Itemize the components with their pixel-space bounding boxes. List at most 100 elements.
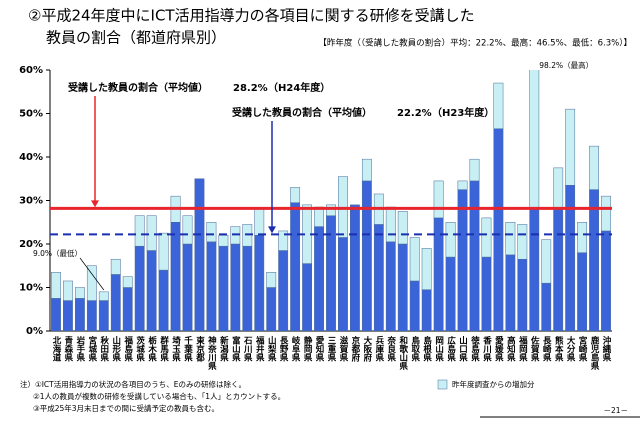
reference-label: 28.2%: [233, 83, 268, 94]
bar-segment: [302, 263, 312, 331]
bar-segment: [469, 180, 480, 331]
x-tick-label: 京都府: [350, 335, 361, 362]
bar-segment: [361, 158, 372, 182]
chart-title: ②平成24年度中にICT活用指導力の各項目に関する研修を受講した: [28, 7, 475, 25]
x-tick-label: 神奈川県: [206, 335, 217, 371]
x-tick-label: 福岡県: [517, 335, 528, 362]
bar-segment: [565, 108, 576, 186]
bar-segment: [517, 258, 528, 331]
x-tick-label: 長野県: [278, 335, 288, 362]
bar-segment: [421, 248, 432, 290]
x-tick-label: 岡山県: [434, 336, 444, 362]
bar-segment: [553, 167, 564, 210]
x-tick-label: 和歌山県: [398, 335, 408, 371]
bar-segment: [457, 189, 468, 331]
bar-segment: [529, 70, 540, 210]
x-tick-label: 富山県: [230, 335, 240, 362]
bar-segment: [445, 256, 456, 331]
reference-label: 22.2%: [397, 108, 432, 119]
bar-segment: [218, 245, 229, 331]
bar-segment: [63, 280, 73, 301]
bar-segment: [182, 243, 193, 331]
bar-segment: [266, 272, 277, 288]
bar-segment: [577, 252, 588, 331]
x-tick-label: 熊本県: [553, 335, 563, 362]
bar-segment: [122, 276, 133, 288]
note: ②1人の教員が複数の研修を受講している場合も、「1人」とカウントする。: [33, 391, 285, 401]
bar-segment: [517, 224, 528, 260]
x-tick-label: 宮崎県: [577, 335, 587, 362]
bar-segment: [493, 128, 504, 331]
annotation: 98.2%（最高）: [539, 60, 593, 70]
bar-segment: [122, 287, 133, 331]
bar-segment: [254, 208, 265, 236]
bar-segment: [589, 145, 599, 190]
x-tick-label: 大分県: [565, 335, 575, 362]
bar-segment: [63, 300, 73, 331]
bar-segment: [110, 258, 121, 275]
subtitle: 【昨年度（（受講した教員の割合）平均：22.2%、最高：46.5%、最低：6.3…: [318, 38, 632, 49]
x-tick-label: 佐賀県: [529, 335, 540, 362]
x-tick-label: 愛媛県: [493, 335, 504, 362]
x-tick-label: 宮城県: [87, 335, 97, 362]
bar-segment: [350, 204, 360, 331]
bar-segment: [74, 287, 85, 299]
y-tick-label: 60%: [19, 65, 43, 76]
bar-segment: [74, 298, 85, 331]
bar-segment: [553, 208, 564, 331]
bar-segment: [266, 287, 277, 331]
bar-segment: [278, 250, 289, 331]
bar-segment: [290, 202, 301, 331]
bar-segment: [505, 254, 516, 331]
bar-segment: [134, 215, 145, 247]
note: ③平成25年3月末日までの間に受講予定の教員も含む。: [33, 403, 219, 413]
bar-segment: [385, 206, 396, 243]
x-tick-label: 千葉県: [183, 335, 194, 362]
x-tick-label: 東京都: [194, 335, 205, 362]
x-tick-label: 埼玉県: [171, 335, 181, 362]
y-tick-label: 40%: [19, 152, 43, 163]
bar-segment: [577, 222, 588, 253]
x-tick-label: 山梨県: [266, 335, 277, 362]
bar-segment: [541, 282, 552, 331]
x-tick-label: 北海道: [51, 335, 61, 362]
bar-segment: [385, 241, 396, 331]
legend-label: 昨年度調査からの増加分: [452, 379, 535, 389]
bars: [51, 70, 611, 331]
bar-segment: [182, 215, 193, 245]
bar-segment: [51, 298, 61, 331]
bar-segment: [218, 235, 229, 247]
x-tick-label: 福井県: [254, 335, 265, 362]
x-tick-label: 奈良県: [386, 335, 397, 362]
x-tick-label: 徳島県: [469, 335, 480, 362]
bar-segment: [469, 158, 480, 182]
bar-segment: [589, 189, 599, 331]
y-tick-label: 20%: [19, 239, 43, 250]
y-tick-label: 50%: [19, 109, 43, 120]
x-tick-label: 滋賀県: [338, 335, 349, 362]
x-tick-label: 鹿児島県: [589, 335, 600, 371]
bar-segment: [457, 180, 468, 190]
bar-segment: [601, 230, 611, 331]
bar-segment: [254, 235, 265, 331]
x-tick-label: 岩手県: [75, 335, 86, 362]
bar-segment: [326, 204, 336, 216]
x-tick-label: 香川県: [481, 335, 492, 362]
bar-segment: [158, 269, 169, 331]
bar-segment: [290, 187, 301, 203]
y-tick-label: 10%: [19, 283, 43, 294]
bar-segment: [409, 280, 420, 331]
bar-segment: [326, 215, 336, 331]
bar-segment: [373, 224, 384, 331]
x-tick-label: 島根県: [422, 335, 432, 362]
bar-segment: [230, 243, 241, 331]
bar-segment: [314, 206, 324, 227]
bar-segment: [601, 195, 611, 232]
x-tick-label: 広島県: [446, 335, 456, 362]
x-tick-label: 山口県: [458, 335, 468, 362]
annotation: 9.0%（最低）: [33, 248, 82, 258]
bar-segment: [146, 250, 157, 331]
bar-segment: [86, 300, 97, 331]
bar-segment: [505, 222, 516, 256]
